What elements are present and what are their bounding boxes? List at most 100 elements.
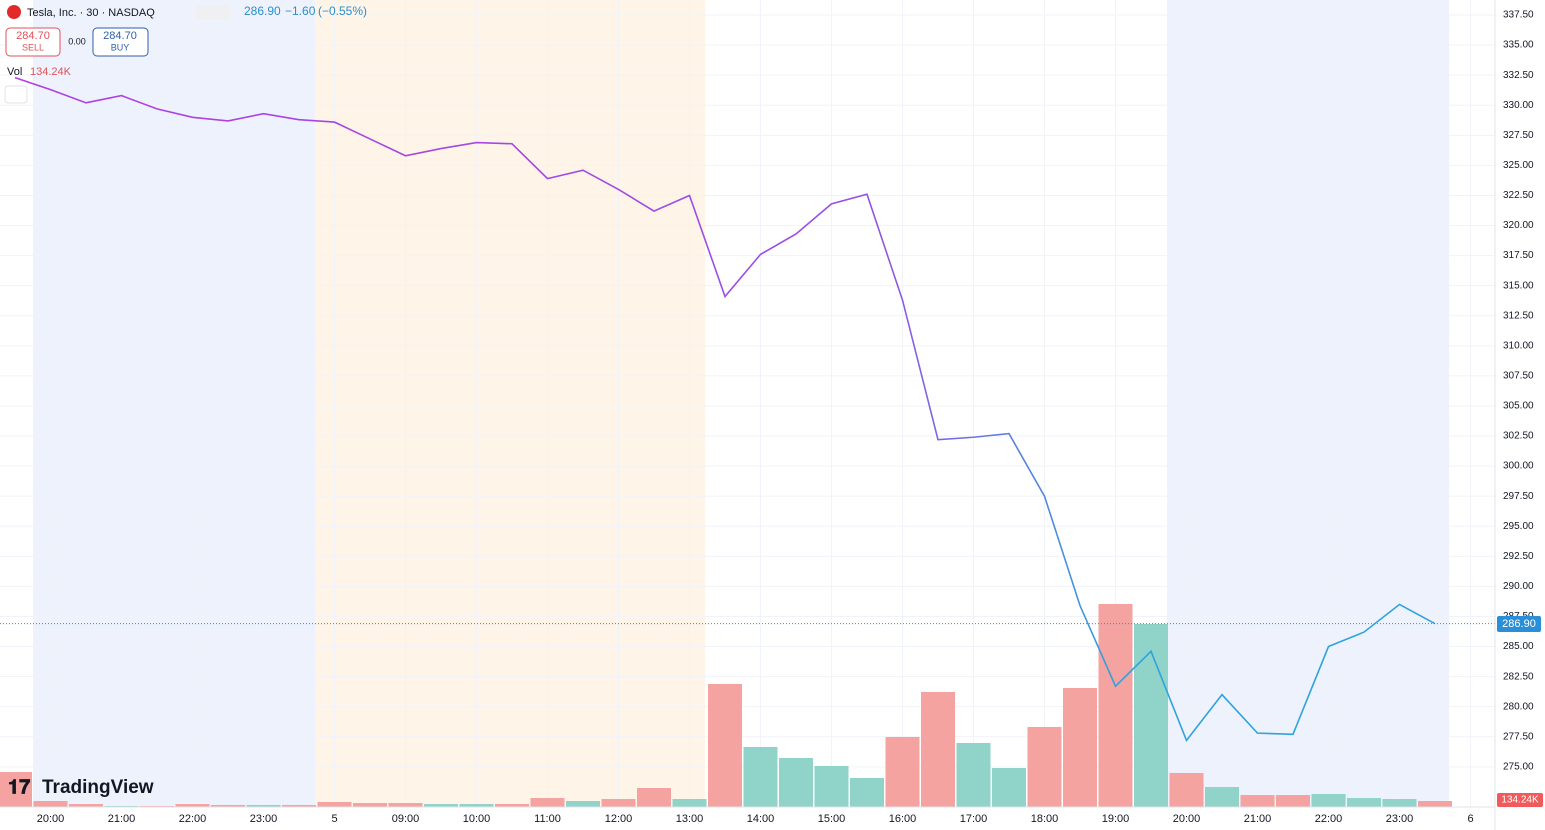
y-tick-label: 307.50 [1503, 371, 1534, 382]
buy-price: 284.70 [103, 30, 137, 42]
y-tick-label: 325.00 [1503, 160, 1534, 171]
y-tick-label: 277.50 [1503, 731, 1534, 742]
volume-bar [779, 758, 813, 807]
x-tick-label: 09:00 [392, 813, 420, 825]
volume-bar [601, 798, 636, 807]
y-tick-label: 285.00 [1503, 641, 1534, 652]
volume-bar [1382, 798, 1417, 807]
x-tick-label: 20:00 [1173, 813, 1201, 825]
volume-bar [175, 804, 210, 807]
y-tick-label: 302.50 [1503, 431, 1534, 442]
sell-button[interactable] [5, 27, 61, 57]
spread: 0.00 [68, 36, 86, 46]
volume-bar [1311, 793, 1346, 807]
volume-bar [317, 801, 352, 807]
x-tick-label: 22:00 [179, 813, 207, 825]
y-tick-label: 317.50 [1503, 250, 1534, 261]
y-tick-label: 310.00 [1503, 340, 1534, 351]
buy-button[interactable] [92, 27, 149, 57]
change: −1.60 [285, 4, 316, 18]
x-tick-label: 11:00 [534, 813, 561, 825]
volume-bar [850, 777, 884, 807]
x-tick-label: 18:00 [1031, 813, 1059, 825]
x-tick-label: 21:00 [1244, 813, 1272, 825]
x-tick-label: 13:00 [676, 813, 704, 825]
symbol: Tesla, Inc. · 30 · NASDAQ [27, 7, 155, 19]
volume-bar [246, 804, 281, 807]
vol-label: Vol [7, 66, 22, 78]
volume-bar [1205, 787, 1239, 807]
y-tick-label: 292.50 [1503, 551, 1534, 562]
y-tick-label: 320.00 [1503, 220, 1534, 231]
change-pct: (−0.55%) [318, 4, 367, 18]
price-line [14, 76, 1436, 742]
volume-bar [1347, 798, 1381, 807]
volume-bar [1134, 623, 1168, 807]
x-tick-label: 22:00 [1315, 813, 1343, 825]
price-tag [1497, 616, 1541, 632]
y-tick-label: 312.50 [1503, 310, 1534, 321]
sell-label: SELL [22, 42, 44, 52]
y-tick-label: 280.00 [1503, 701, 1534, 712]
volume-bar [495, 804, 529, 807]
y-tick-label: 275.00 [1503, 761, 1534, 772]
volume-bar [459, 804, 494, 807]
volume-bar [1276, 795, 1310, 807]
volume-bar [1169, 772, 1204, 807]
volume-bar [1063, 687, 1097, 807]
brand: TradingView [42, 777, 154, 798]
x-tick-label: 12:00 [605, 813, 633, 825]
x-tick-label: 23:00 [1386, 813, 1414, 825]
volume-bar [33, 801, 68, 807]
y-tick-label: 332.50 [1503, 70, 1534, 81]
x-tick-label: 20:00 [37, 813, 65, 825]
volume-bar [353, 803, 387, 807]
volume-bar [637, 788, 671, 807]
volume-bar [0, 771, 32, 807]
y-tick-label: 327.50 [1503, 130, 1534, 141]
y-tick-label: 305.00 [1503, 401, 1534, 412]
sell-price: 284.70 [16, 30, 50, 42]
y-tick-label: 295.00 [1503, 521, 1534, 532]
y-tick-label: 322.50 [1503, 190, 1534, 201]
session-band [315, 0, 705, 807]
volume-bar [885, 736, 920, 807]
x-tick-label: 17:00 [960, 813, 988, 825]
volume-bar [1098, 604, 1133, 807]
volume-tag [1497, 793, 1543, 807]
y-tick-label: 300.00 [1503, 461, 1534, 472]
volume-bar [672, 798, 707, 807]
y-tick-label: 282.50 [1503, 671, 1534, 682]
volume-bar [921, 691, 955, 807]
price-tag-label: 286.90 [1502, 618, 1536, 630]
y-tick-label: 315.00 [1503, 280, 1534, 291]
x-tick-label: 6 [1467, 813, 1473, 825]
x-tick-label: 5 [331, 813, 337, 825]
buy-label: BUY [111, 42, 130, 52]
volume-bar [424, 804, 458, 807]
badge [196, 5, 230, 20]
x-tick-label: 23:00 [250, 813, 278, 825]
collapse-button[interactable] [4, 85, 28, 104]
session-band [33, 0, 315, 807]
logo [7, 5, 21, 19]
y-tick-label: 290.00 [1503, 581, 1534, 592]
session-band [1167, 0, 1449, 807]
volume-tag-label: 134.24K [1501, 795, 1539, 806]
y-tick-label: 337.50 [1503, 10, 1534, 21]
last-price: 286.90 [244, 4, 281, 18]
x-tick-label: 10:00 [463, 813, 491, 825]
y-tick-label: 335.00 [1503, 40, 1534, 51]
volume-bar [814, 766, 849, 807]
x-tick-label: 19:00 [1102, 813, 1130, 825]
x-tick-label: 15:00 [818, 813, 846, 825]
brand-mark: 𝟏𝟕 [8, 776, 30, 798]
volume-bar [1027, 726, 1062, 807]
x-tick-label: 16:00 [889, 813, 917, 825]
y-tick-label: 330.00 [1503, 100, 1534, 111]
volume-bar [69, 804, 103, 807]
x-tick-label: 21:00 [108, 813, 136, 825]
volume-bar [992, 768, 1026, 807]
volume-bar [566, 801, 600, 807]
